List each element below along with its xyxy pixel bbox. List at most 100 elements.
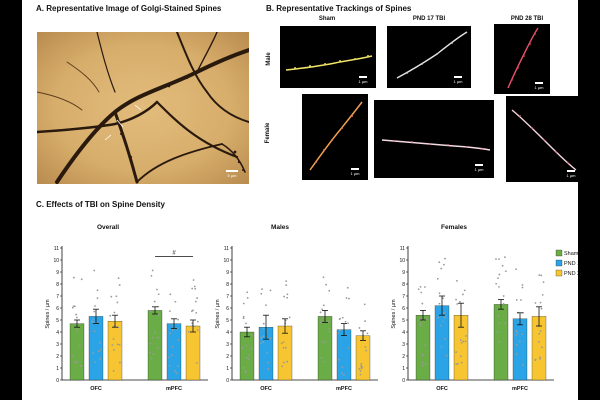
- data-point: [97, 350, 100, 353]
- bar: [415, 315, 431, 381]
- data-point: [195, 311, 198, 314]
- y-tick-label: 3: [402, 342, 405, 348]
- data-point: [150, 357, 153, 360]
- data-point: [246, 357, 249, 359]
- y-tick-label: 9: [226, 270, 229, 276]
- x-tick-label: mPFC: [512, 386, 528, 392]
- panel-c-title: C. Effects of TBI on Spine Density: [36, 200, 165, 209]
- data-point: [110, 295, 113, 298]
- data-point: [521, 284, 524, 286]
- data-point: [269, 337, 272, 340]
- data-point: [515, 268, 518, 271]
- data-point: [281, 365, 284, 368]
- data-point: [196, 320, 199, 323]
- data-point: [117, 277, 120, 280]
- y-tick-label: 10: [53, 258, 59, 264]
- data-point: [153, 300, 156, 303]
- data-point: [501, 264, 504, 267]
- data-point: [498, 285, 500, 288]
- data-point: [462, 340, 465, 343]
- bar: [336, 329, 352, 381]
- figure-page: A. Representative Image of Golgi-Stained…: [22, 0, 578, 400]
- y-tick-label: 2: [226, 354, 229, 360]
- column-label-sham: Sham: [318, 16, 336, 22]
- data-point: [319, 321, 322, 324]
- row-label-male: Male: [266, 52, 272, 66]
- data-point: [71, 306, 74, 309]
- bar: [493, 304, 509, 381]
- scale-label: 1 µm: [474, 167, 484, 172]
- data-point: [171, 346, 174, 348]
- data-point: [93, 269, 96, 272]
- data-point: [444, 257, 446, 260]
- data-point: [149, 310, 152, 312]
- data-point: [78, 344, 81, 347]
- data-point: [112, 338, 115, 340]
- data-point: [192, 279, 195, 281]
- data-point: [269, 289, 272, 292]
- data-point: [540, 274, 543, 277]
- data-point: [282, 341, 285, 344]
- data-point: [92, 318, 95, 321]
- data-point: [282, 346, 285, 349]
- data-point: [92, 352, 95, 354]
- data-point: [346, 286, 349, 289]
- data-point: [495, 282, 498, 285]
- y-tick-label: 1: [56, 366, 59, 372]
- y-tick-label: 11: [400, 246, 405, 252]
- data-point: [495, 258, 497, 260]
- panel-a-scale-bar: 5 µm: [223, 170, 241, 178]
- data-point: [498, 322, 501, 324]
- data-point: [265, 304, 267, 307]
- y-tick-label: 0: [226, 378, 229, 384]
- data-point: [116, 301, 119, 304]
- data-point: [262, 322, 265, 325]
- data-point: [464, 340, 467, 343]
- data-point: [280, 342, 283, 345]
- data-point: [322, 317, 324, 320]
- data-point: [422, 361, 424, 364]
- y-tick-label: 7: [402, 294, 405, 300]
- data-point: [266, 351, 269, 354]
- data-point: [285, 284, 288, 287]
- y-tick-label: 5: [226, 318, 229, 324]
- data-point: [521, 286, 524, 289]
- data-point: [157, 347, 159, 350]
- data-point: [241, 347, 244, 349]
- data-point: [168, 356, 170, 359]
- panel-b-title: B. Representative Trackings of Spines: [266, 4, 412, 13]
- data-point: [424, 363, 427, 365]
- data-point: [504, 256, 506, 259]
- data-point: [424, 286, 426, 288]
- data-point: [261, 288, 263, 291]
- data-point: [515, 299, 518, 301]
- tracing-male-sham: 1 µm: [280, 26, 376, 88]
- data-point: [520, 299, 522, 301]
- data-point: [288, 316, 291, 319]
- data-point: [498, 340, 501, 343]
- data-point: [440, 345, 443, 348]
- tracing-female-pnd17: 1 µm: [374, 100, 494, 178]
- chart-females: Females Spines / µm 0 1 2 3 4 5 6 7 8 9 10 11 OFC mPFC S…: [391, 224, 578, 392]
- data-point: [516, 331, 519, 334]
- data-point: [251, 333, 253, 336]
- data-point: [260, 292, 263, 295]
- scale-label: 1 µm: [534, 85, 544, 90]
- data-point: [322, 276, 325, 279]
- data-point: [456, 303, 459, 305]
- data-point: [115, 295, 118, 298]
- data-point: [359, 373, 362, 376]
- data-point: [193, 285, 196, 288]
- data-point: [73, 322, 76, 325]
- data-point: [542, 281, 545, 283]
- data-point: [515, 343, 518, 346]
- legend-swatch: [555, 249, 563, 257]
- data-point: [156, 288, 158, 291]
- data-point: [168, 364, 171, 367]
- y-axis-label: Spines / µm: [391, 299, 397, 329]
- bar: [277, 325, 293, 381]
- y-tick-label: 2: [56, 354, 59, 360]
- data-point: [538, 356, 541, 359]
- data-point: [94, 305, 96, 307]
- data-point: [460, 361, 463, 364]
